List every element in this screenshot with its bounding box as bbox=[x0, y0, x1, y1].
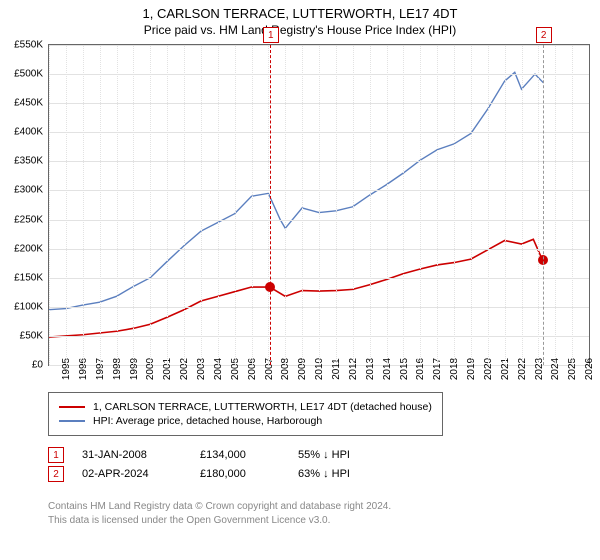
legend-swatch bbox=[59, 420, 85, 422]
x-gridline bbox=[387, 45, 388, 365]
credits: Contains HM Land Registry data © Crown c… bbox=[48, 500, 391, 527]
x-gridline bbox=[420, 45, 421, 365]
x-gridline bbox=[505, 45, 506, 365]
x-gridline bbox=[167, 45, 168, 365]
x-gridline bbox=[370, 45, 371, 365]
y-tick-label: £400K bbox=[14, 127, 43, 138]
x-gridline bbox=[285, 45, 286, 365]
event-delta: 55% ↓ HPI bbox=[298, 449, 350, 461]
chart-area: £0£50K£100K£150K£200K£250K£300K£350K£400… bbox=[48, 44, 590, 366]
chart-subtitle: Price paid vs. HM Land Registry's House … bbox=[0, 21, 600, 37]
x-gridline bbox=[302, 45, 303, 365]
x-gridline bbox=[83, 45, 84, 365]
event-number-box: 2 bbox=[48, 466, 64, 482]
event-date: 31-JAN-2008 bbox=[82, 449, 182, 461]
event-delta: 63% ↓ HPI bbox=[298, 468, 350, 480]
y-tick-label: £0 bbox=[32, 360, 43, 371]
figure: 1, CARLSON TERRACE, LUTTERWORTH, LE17 4D… bbox=[0, 0, 600, 560]
credit-line: Contains HM Land Registry data © Crown c… bbox=[48, 500, 391, 514]
y-tick-label: £500K bbox=[14, 69, 43, 80]
x-gridline bbox=[117, 45, 118, 365]
event-line bbox=[543, 45, 544, 365]
events-table: 1 31-JAN-2008 £134,000 55% ↓ HPI 2 02-APR-202… bbox=[48, 444, 350, 485]
event-row: 2 02-APR-2024 £180,000 63% ↓ HPI bbox=[48, 466, 350, 482]
event-price: £134,000 bbox=[200, 449, 280, 461]
x-tick-label: 2026 bbox=[572, 358, 595, 380]
chart-title: 1, CARLSON TERRACE, LUTTERWORTH, LE17 4D… bbox=[0, 0, 600, 21]
x-gridline bbox=[437, 45, 438, 365]
x-gridline bbox=[100, 45, 101, 365]
y-tick-label: £550K bbox=[14, 40, 43, 51]
x-gridline bbox=[66, 45, 67, 365]
y-tick-label: £350K bbox=[14, 156, 43, 167]
event-number-box: 1 bbox=[48, 447, 64, 463]
series-line bbox=[49, 239, 543, 337]
event-price: £180,000 bbox=[200, 468, 280, 480]
y-tick-label: £100K bbox=[14, 301, 43, 312]
x-gridline bbox=[353, 45, 354, 365]
x-gridline bbox=[522, 45, 523, 365]
x-gridline bbox=[235, 45, 236, 365]
legend-label: 1, CARLSON TERRACE, LUTTERWORTH, LE17 4D… bbox=[93, 401, 432, 413]
x-gridline bbox=[471, 45, 472, 365]
legend-label: HPI: Average price, detached house, Harb… bbox=[93, 415, 322, 427]
x-gridline bbox=[488, 45, 489, 365]
y-tick-label: £450K bbox=[14, 98, 43, 109]
x-gridline bbox=[336, 45, 337, 365]
event-line bbox=[270, 45, 271, 365]
x-gridline bbox=[201, 45, 202, 365]
y-tick-label: £200K bbox=[14, 243, 43, 254]
legend-item: HPI: Average price, detached house, Harb… bbox=[59, 415, 432, 427]
x-gridline bbox=[150, 45, 151, 365]
event-date: 02-APR-2024 bbox=[82, 468, 182, 480]
x-gridline bbox=[133, 45, 134, 365]
event-row: 1 31-JAN-2008 £134,000 55% ↓ HPI bbox=[48, 447, 350, 463]
x-gridline bbox=[555, 45, 556, 365]
y-tick-label: £150K bbox=[14, 272, 43, 283]
x-gridline bbox=[319, 45, 320, 365]
x-gridline bbox=[218, 45, 219, 365]
x-gridline bbox=[403, 45, 404, 365]
event-box: 2 bbox=[536, 27, 552, 43]
credit-line: This data is licensed under the Open Gov… bbox=[48, 514, 391, 528]
x-gridline bbox=[454, 45, 455, 365]
x-gridline bbox=[49, 45, 50, 365]
legend: 1, CARLSON TERRACE, LUTTERWORTH, LE17 4D… bbox=[48, 392, 443, 436]
x-gridline bbox=[252, 45, 253, 365]
x-gridline bbox=[538, 45, 539, 365]
y-tick-label: £250K bbox=[14, 214, 43, 225]
x-gridline bbox=[572, 45, 573, 365]
y-tick-label: £300K bbox=[14, 185, 43, 196]
x-gridline bbox=[184, 45, 185, 365]
legend-item: 1, CARLSON TERRACE, LUTTERWORTH, LE17 4D… bbox=[59, 401, 432, 413]
y-tick-label: £50K bbox=[20, 330, 43, 341]
event-box: 1 bbox=[263, 27, 279, 43]
legend-swatch bbox=[59, 406, 85, 408]
